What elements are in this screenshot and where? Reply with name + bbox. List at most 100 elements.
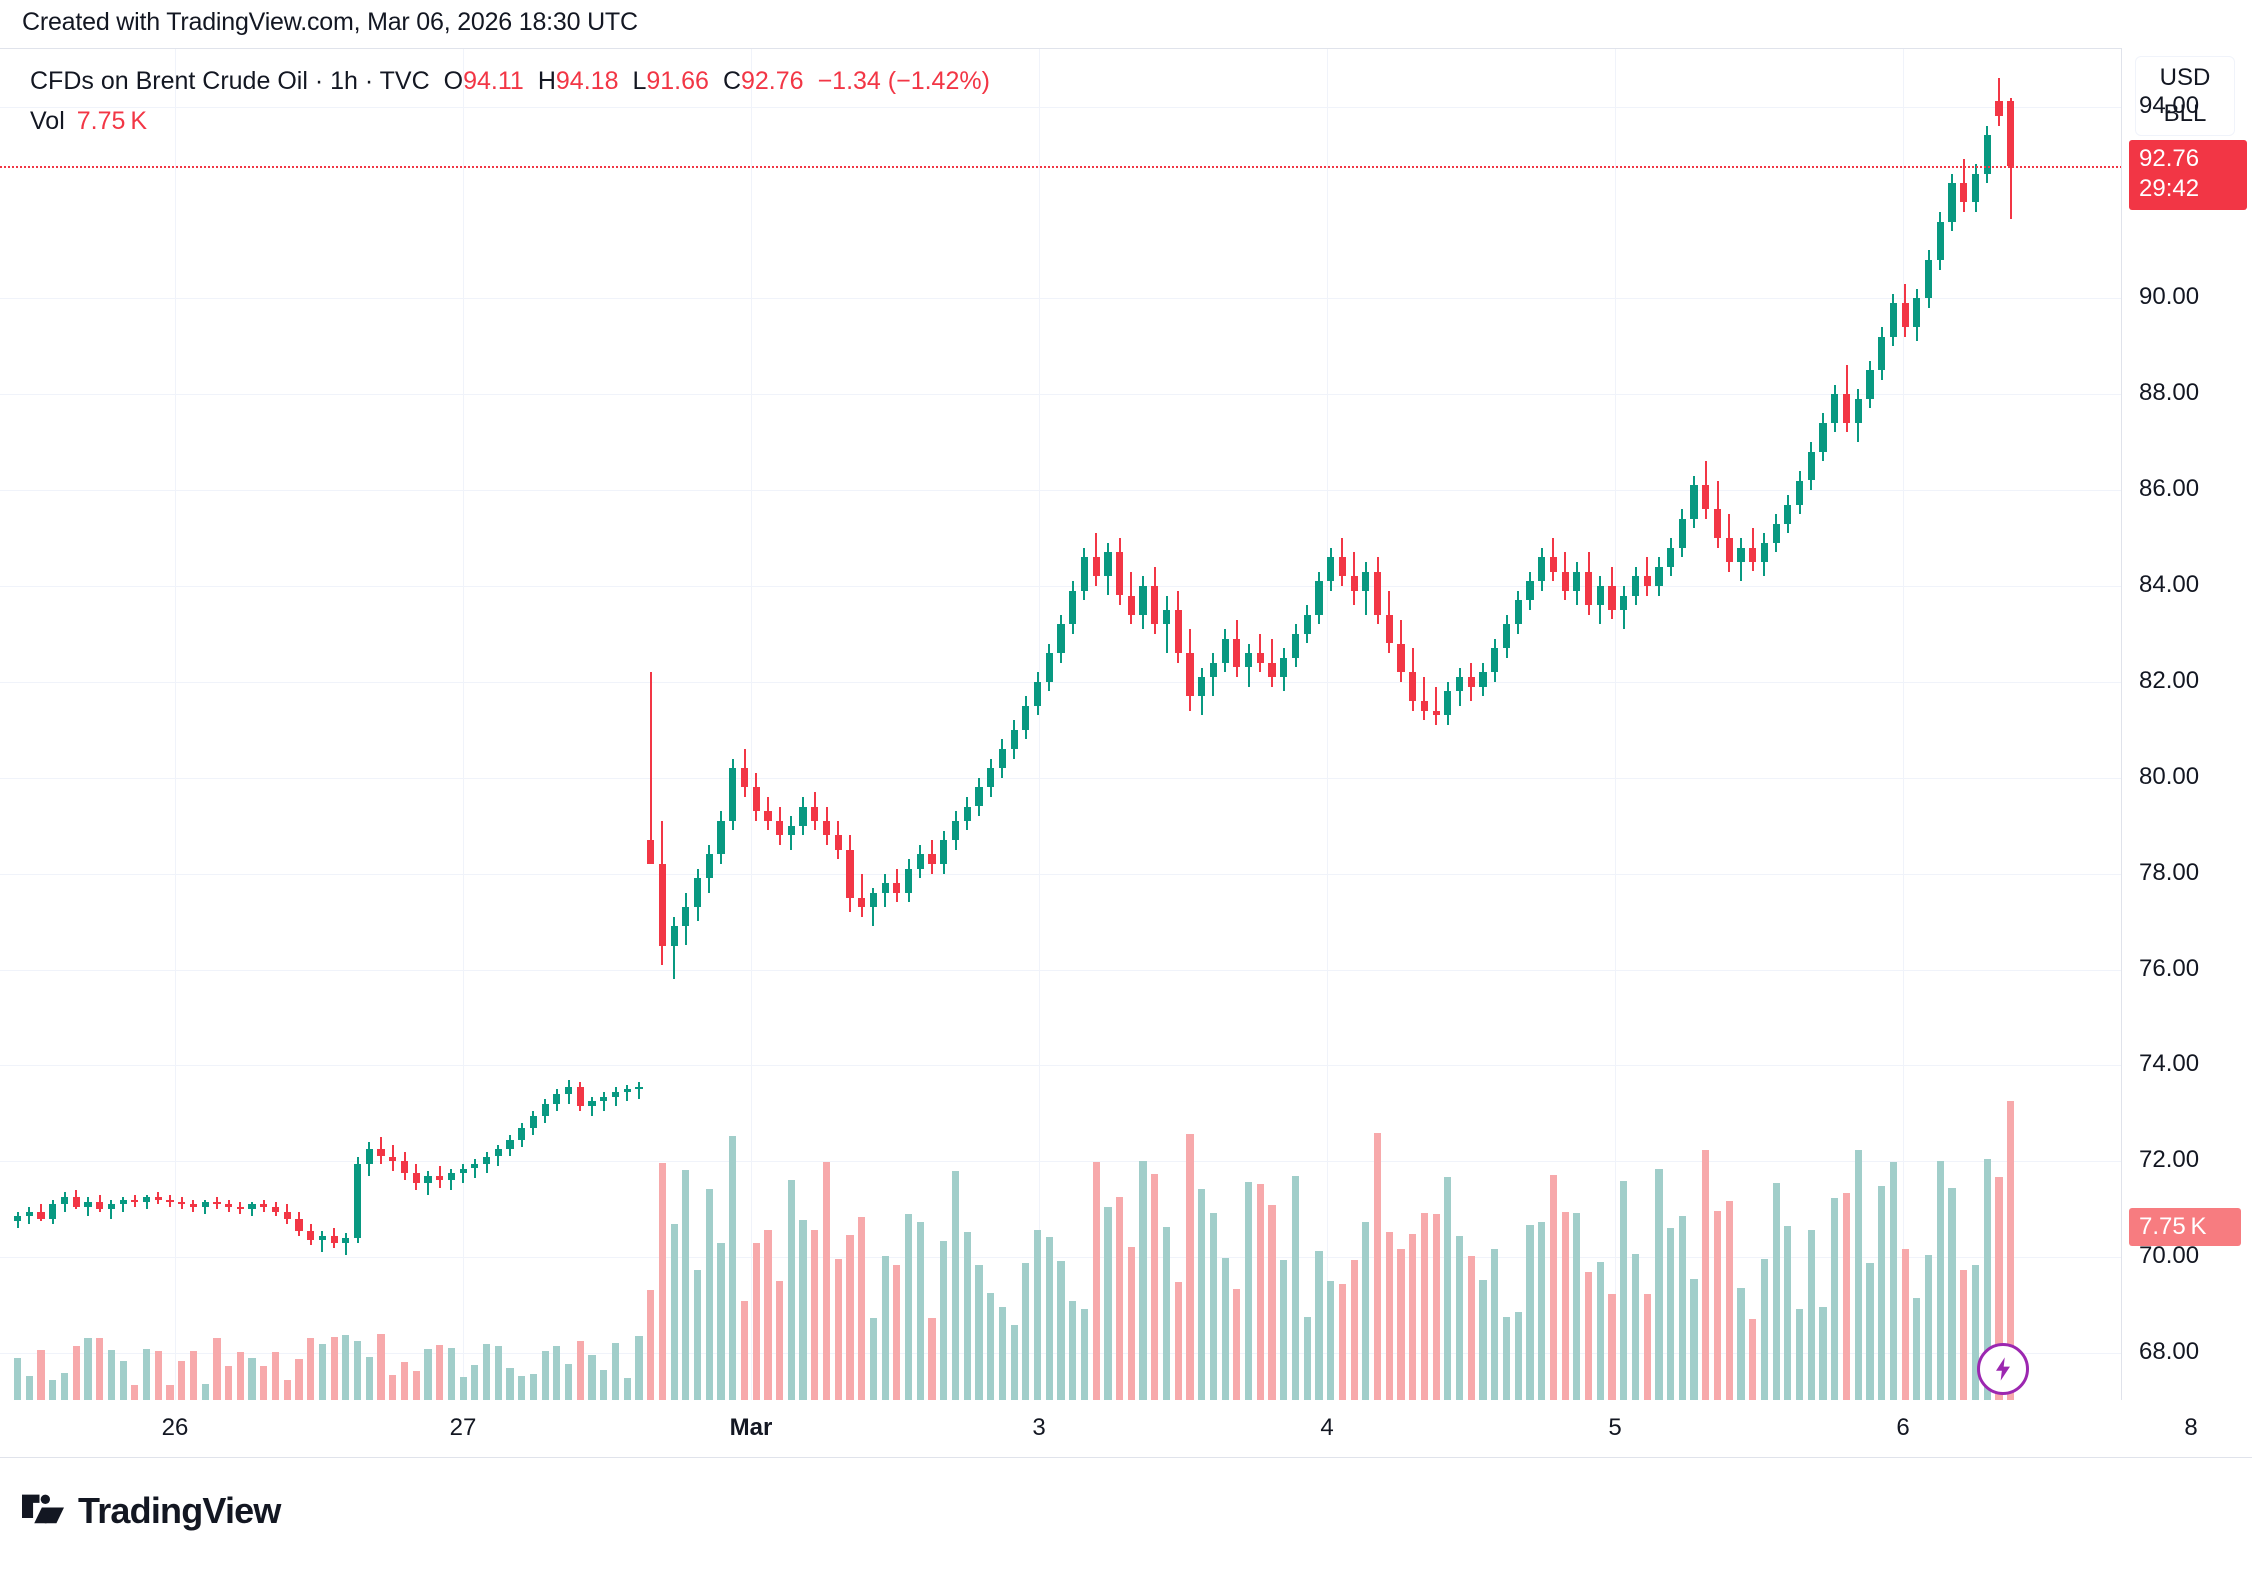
volume-bar (1327, 1280, 1335, 1400)
price-tick-label: 74.00 (2139, 1050, 2200, 1078)
volume-bar (1139, 1160, 1147, 1400)
candle-body (96, 1202, 104, 1210)
candle-body (1842, 394, 1851, 423)
candle-body (1069, 590, 1077, 625)
candle-body (260, 1204, 268, 1207)
volume-bar (1561, 1212, 1569, 1400)
grid-line-vertical (463, 49, 464, 1400)
candle-body (658, 864, 667, 946)
candle-body (2007, 101, 2015, 166)
candle-wick (1423, 677, 1426, 721)
price-axis[interactable]: USD BLL 94.00 90.00 88.00 86.00 84.00 82.00 80… (2123, 48, 2252, 1400)
volume-bar (60, 1372, 69, 1400)
candle-body (740, 768, 749, 788)
bar-countdown: 29:42 (2139, 175, 2200, 202)
volume-bar (506, 1367, 514, 1400)
candle-body (1584, 571, 1593, 606)
time-axis[interactable]: 26 27 Mar 3 4 5 6 8 (0, 1400, 2252, 1458)
candle-body (178, 1202, 186, 1205)
last-volume-badge[interactable]: 7.75 K (2129, 1208, 2241, 1247)
volume-bar (1291, 1175, 1300, 1400)
candle-body (623, 1089, 631, 1092)
candle-body (905, 868, 913, 893)
volume-bar (377, 1334, 385, 1400)
instrument-unit-label: BLL (2163, 100, 2207, 127)
lightning-bolt-icon[interactable] (1976, 1343, 2029, 1395)
volume-bar (131, 1385, 139, 1400)
candle-body (37, 1211, 45, 1219)
volume-bar (342, 1335, 350, 1400)
candle-body (25, 1211, 33, 1217)
candle-body (1010, 729, 1018, 749)
volume-bar (84, 1337, 92, 1400)
candle-body (834, 835, 842, 850)
chart-canvas[interactable] (0, 48, 2122, 1400)
volume-bar (1667, 1227, 1675, 1400)
candle-wick (649, 672, 652, 855)
volume-bar (1936, 1160, 1944, 1400)
candle-body (776, 820, 784, 836)
volume-bar (225, 1365, 233, 1400)
candle-body (1022, 705, 1030, 730)
candle-body (588, 1101, 596, 1107)
candle-body (1151, 586, 1159, 625)
last-price-badge[interactable]: 92.76 29:42 (2129, 140, 2247, 210)
candle-body (72, 1197, 80, 1207)
candle-body (236, 1206, 244, 1210)
volume-bar (670, 1224, 678, 1400)
volume-bar (1268, 1204, 1276, 1400)
volume-bar (248, 1358, 256, 1400)
volume-bar (893, 1265, 901, 1400)
candle-body (1749, 547, 1757, 562)
volume-bar (1889, 1162, 1898, 1400)
candle-body (14, 1216, 22, 1222)
candle-body (1268, 662, 1276, 678)
price-tick-label: 72.00 (2139, 1146, 2200, 1174)
volume-bar (1033, 1230, 1042, 1400)
volume-bar (729, 1136, 737, 1400)
candle-wick (637, 1082, 640, 1099)
candle-body (1221, 638, 1229, 663)
volume-bar (1127, 1246, 1135, 1400)
volume-bar (1983, 1158, 1991, 1400)
volume-bar (998, 1307, 1006, 1400)
candle-body (1737, 547, 1745, 562)
candle-body (1080, 557, 1089, 591)
candle-body (494, 1149, 502, 1157)
candle-wick (626, 1084, 629, 1102)
candle-body (60, 1197, 69, 1205)
candle-body (1596, 586, 1604, 606)
candle-body (342, 1238, 350, 1243)
volume-bar (1702, 1150, 1710, 1400)
candle-body (998, 749, 1006, 769)
volume-bar (1362, 1222, 1370, 1400)
volume-bar (400, 1361, 409, 1400)
candle-body (963, 806, 971, 821)
candle-body (799, 806, 807, 826)
volume-bar (482, 1343, 491, 1400)
candle-body (1127, 595, 1135, 615)
volume-bar (447, 1347, 455, 1400)
candle-wick (145, 1194, 148, 1210)
volume-bar (1303, 1316, 1311, 1400)
volume-bar (1995, 1177, 2003, 1400)
candle-body (1350, 576, 1358, 591)
volume-bar (588, 1355, 596, 1400)
volume-bar (834, 1258, 842, 1400)
candle-body (1291, 633, 1300, 658)
candle-body (1444, 691, 1452, 716)
candle-body (1913, 298, 1921, 328)
grid-line-vertical (751, 49, 752, 1400)
candle-wick (321, 1230, 324, 1253)
candle-body (1104, 552, 1112, 577)
volume-bar (799, 1219, 807, 1400)
candle-body (1702, 485, 1710, 510)
unit-selector[interactable]: USD BLL (2135, 56, 2235, 136)
currency-label: USD (2159, 64, 2211, 91)
candle-body (647, 840, 655, 865)
candle-body (1256, 653, 1264, 663)
candle-body (1057, 624, 1065, 654)
candle-body (1620, 595, 1628, 610)
volume-bar (49, 1379, 57, 1400)
